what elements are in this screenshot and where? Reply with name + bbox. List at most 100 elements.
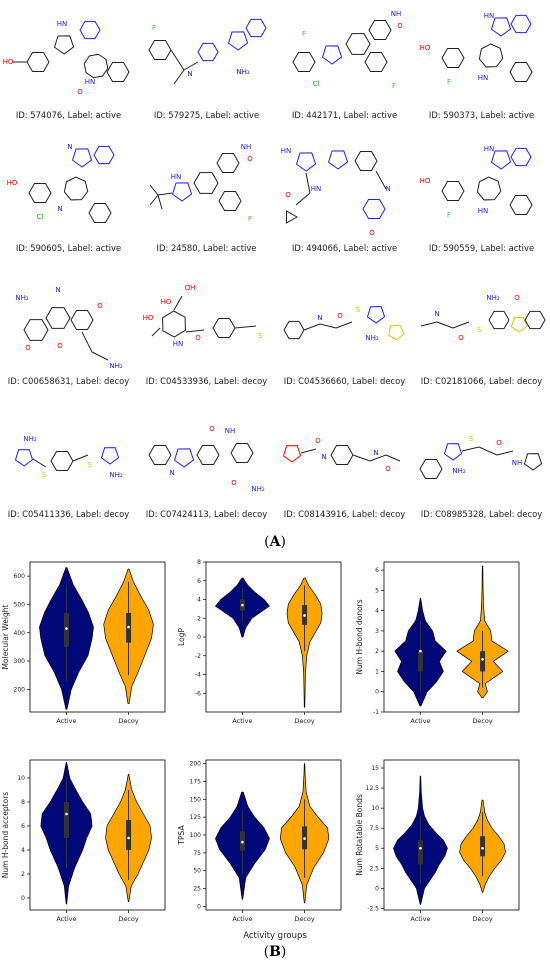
svg-text:O: O [195,334,201,342]
violin-panel: -2.5 0 2.5 5 7.5 10 12.5 15 Num Rotatable Bonds A… [355,759,520,923]
molecule-structure: HN HN O O N [281,147,391,237]
svg-text:Cl: Cl [313,80,320,88]
y-tick-label: 75 [193,850,201,857]
svg-text:OH: OH [185,284,196,292]
svg-text:O: O [458,334,464,342]
svg-text:O: O [57,342,63,350]
x-group-label: Activity groups [243,931,307,941]
x-tick-label: Active [410,717,430,725]
x-tick-label: Decoy [118,915,139,923]
molecule-caption: ID: 590373, Label: active [428,110,535,120]
molecule-structure: N O S NH₂ O [420,294,546,342]
svg-text:O: O [514,294,520,302]
molecule-structure: N O NH O NH₂ [148,425,265,493]
panel-b-label: (B) [263,944,287,960]
svg-text:O: O [315,437,321,445]
svg-text:N: N [373,449,378,457]
molecule-structure: HO Cl N N [7,143,115,224]
y-axis-label: TPSA [177,825,186,846]
molecule-structure: S NH₂ O NH [419,435,543,480]
y-tick-label: 6 [21,823,25,830]
violin-median [127,836,130,840]
molecule-caption: ID: 574076, Label: active [15,110,122,120]
molecule-structure: NH₂ N O O O NH₂ [15,286,123,370]
svg-text:O: O [496,439,502,447]
y-axis-label: Num H-bond donors [355,599,364,674]
violin-box [63,802,69,838]
y-tick-label: 600 [14,573,26,580]
svg-text:S: S [42,471,47,479]
molecule-cell: HO OH HO HN O S ID: C04533936, Label: decoy [138,266,275,398]
y-tick-label: 500 [14,601,26,608]
svg-text:O: O [285,191,291,199]
y-tick-label: 175 [190,778,202,785]
molecule-cell: HO Cl N N ID: 590605, Label: active [0,133,137,265]
violin-median [303,837,306,840]
svg-text:O: O [209,425,215,433]
svg-text:HN: HN [57,20,68,28]
molecule-cell: N O S NH₂ O ID: C02181066, Label: decoy [413,266,550,398]
svg-text:O: O [397,22,403,30]
molecule-caption: ID: 590605, Label: active [15,243,122,253]
x-tick-label: Decoy [472,717,493,725]
y-tick-label: 6 [197,578,201,585]
molecule-caption: ID: 442171, Label: active [291,110,398,120]
plot-frame [383,561,520,713]
svg-text:F: F [447,211,451,219]
molecule-caption: ID: C04536660, Label: decoy [283,376,406,386]
y-axis-label: LogP [177,628,186,646]
svg-text:NH₂: NH₂ [365,334,379,342]
molecule-caption: ID: 494066, Label: active [291,243,398,253]
y-tick-label: 7.5 [369,825,379,832]
molecule-cell: NH₂ N O O O NH₂ ID: C00658631, Label: decoy [0,266,137,398]
y-axis-label: Num Rotatable Bonds [355,794,364,876]
panel-a-label: (A) [264,534,286,550]
violin-median [481,846,484,850]
molecule-structure: HN O NH F [149,143,253,223]
svg-text:NH₂: NH₂ [486,294,500,302]
molecule-structure: F N NH₂ [148,18,267,85]
y-tick-label: 1 [375,668,379,675]
plot-frame [383,759,520,911]
svg-text:O: O [77,88,83,96]
svg-text:HN: HN [484,145,495,153]
violin-median [65,812,68,816]
violin-median [481,657,484,661]
violin-median [303,614,306,617]
y-tick-label: 125 [190,814,202,821]
svg-text:NH: NH [512,459,523,467]
violin-box [480,651,486,672]
violin-box [417,840,423,865]
y-tick-label: -2 [195,653,201,660]
x-tick-label: Decoy [294,717,315,725]
x-tick-label: Active [410,915,430,923]
y-tick-label: 200 [190,761,202,768]
y-tick-label: 100 [190,832,202,839]
svg-text:NH₂: NH₂ [109,362,123,370]
molecule-structure: ON NO [282,437,401,473]
x-tick-label: Active [232,717,252,725]
y-tick-label: 2 [375,648,379,655]
svg-text:NH: NH [391,10,402,18]
y-tick-label: 0 [197,903,201,910]
svg-text:HN: HN [484,12,495,20]
y-tick-label: 25 [193,886,201,893]
x-tick-label: Active [56,717,76,725]
svg-text:O: O [385,465,391,473]
y-tick-label: 300 [14,658,26,665]
violin-box [63,612,69,647]
y-tick-label: 6 [375,567,379,574]
y-tick-label: 3 [375,628,379,635]
svg-text:S: S [477,326,482,334]
svg-text:N: N [55,286,60,294]
svg-text:HN: HN [281,147,292,155]
svg-text:O: O [97,302,103,310]
y-tick-label: 12.5 [366,785,380,792]
svg-text:N: N [169,469,174,477]
svg-text:O: O [337,312,343,320]
y-tick-label: -1 [373,709,379,716]
molecule-cell: N O NH O NH₂ ID: C07424113, Label: decoy [138,399,275,531]
x-tick-label: Decoy [472,915,493,923]
molecule-cell: HN O NH F ID: 24580, Label: active [138,133,275,265]
y-tick-label: 8 [197,559,201,566]
